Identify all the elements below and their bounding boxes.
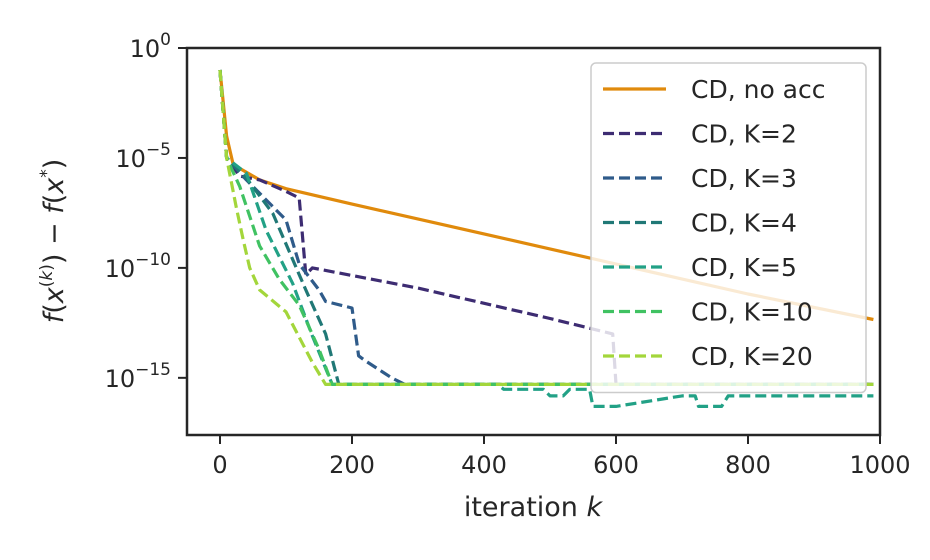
series-line-7 bbox=[218, 69, 874, 386]
legend-label: CD, K=2 bbox=[691, 120, 797, 149]
legend-label: CD, K=4 bbox=[691, 209, 797, 238]
legend-label: CD, K=20 bbox=[691, 342, 813, 371]
y-axis-label: f(x(k)) − f(x*) bbox=[37, 159, 70, 324]
y-tick-label: 10−10 bbox=[105, 250, 171, 283]
y-tick-label: 10−5 bbox=[115, 140, 171, 173]
series-line-6 bbox=[218, 69, 874, 386]
legend-label: CD, K=5 bbox=[691, 253, 797, 282]
svg-text:f(x(k)) − f(x*): f(x(k)) − f(x*) bbox=[37, 159, 70, 324]
x-axis: 0 200 400 600 800 1000 bbox=[212, 435, 911, 479]
x-tick-label: 0 bbox=[212, 451, 227, 479]
legend-label: CD, K=3 bbox=[691, 164, 797, 193]
x-tick-label: 1000 bbox=[849, 451, 910, 479]
legend: CD, no acc CD, K=2 CD, K=3 CD, K=4 CD, K=5 CD… bbox=[590, 62, 867, 394]
y-tick-label: 10−15 bbox=[105, 360, 171, 393]
x-tick-label: 600 bbox=[593, 451, 639, 479]
x-tick-label: 200 bbox=[329, 451, 375, 479]
x-tick-label: 800 bbox=[725, 451, 771, 479]
y-axis: 100 10−5 10−10 10−15 bbox=[105, 30, 187, 393]
legend-label: CD, no acc bbox=[691, 75, 826, 104]
axes-frame bbox=[185, 46, 882, 437]
y-tick-label: 100 bbox=[130, 30, 171, 63]
x-axis-label: iteration k bbox=[464, 492, 604, 523]
legend-label: CD, K=10 bbox=[691, 298, 813, 327]
series-line-5 bbox=[218, 69, 874, 408]
x-tick-label: 400 bbox=[461, 451, 507, 479]
